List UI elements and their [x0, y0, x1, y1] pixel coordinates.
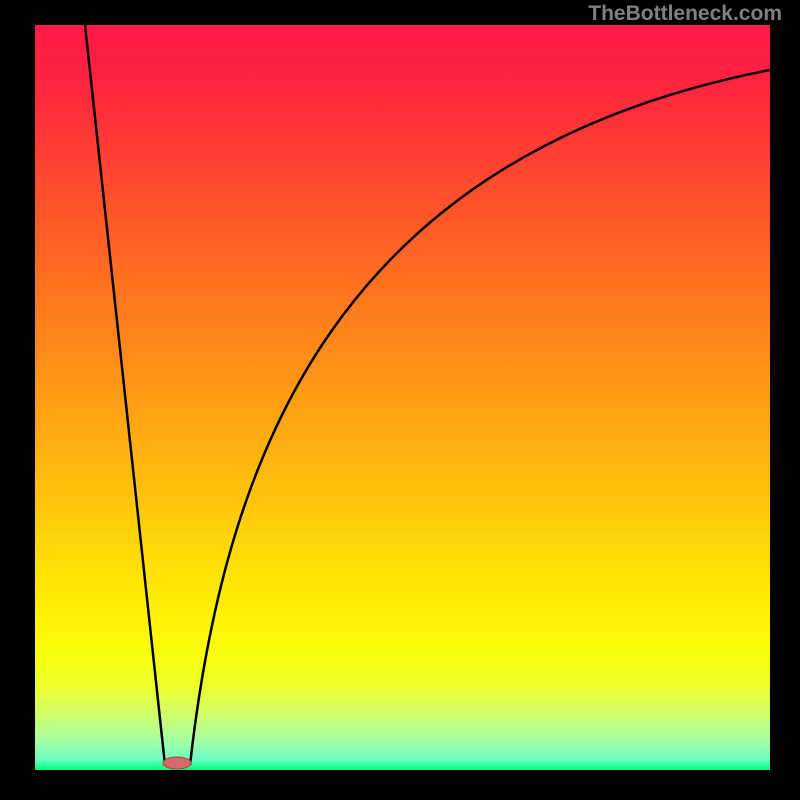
watermark-text: TheBottleneck.com [588, 2, 782, 26]
chart-svg [35, 25, 770, 770]
chart-area [35, 25, 770, 770]
gradient-background [35, 25, 770, 770]
chart-container: TheBottleneck.com [0, 0, 800, 800]
minimum-point-marker [163, 757, 191, 769]
